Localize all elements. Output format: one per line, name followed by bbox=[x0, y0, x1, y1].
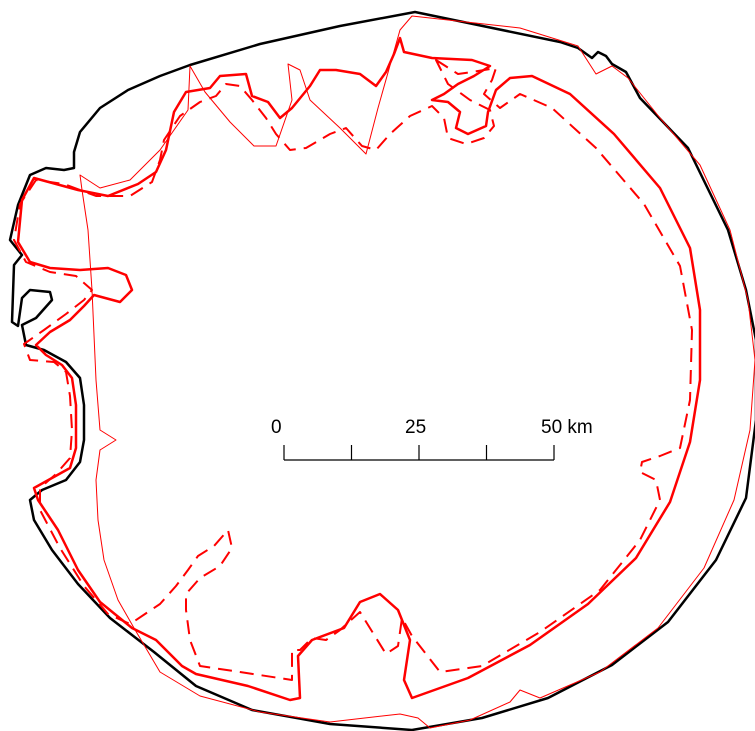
scale-label-25: 25 bbox=[405, 417, 427, 438]
boundary-b-dashed-red bbox=[13, 59, 693, 681]
scale-label-0: 0 bbox=[271, 417, 282, 438]
outer-boundary-black bbox=[8, 10, 755, 731]
boundary-c-thin-red bbox=[79, 15, 755, 729]
boundary-a-solid-red bbox=[16, 36, 702, 702]
scale-label-50-km: 50 km bbox=[541, 417, 593, 438]
scale-bar bbox=[283, 445, 555, 461]
